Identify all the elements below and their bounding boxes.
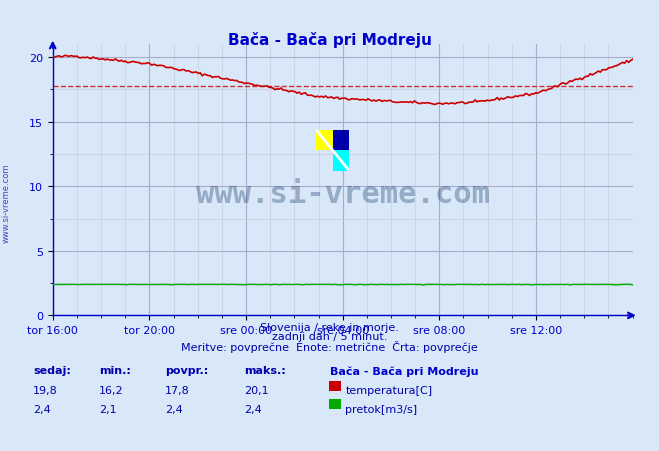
Bar xyxy=(333,131,349,151)
Text: min.:: min.: xyxy=(99,365,130,375)
Text: 2,4: 2,4 xyxy=(33,404,51,414)
Bar xyxy=(316,131,333,151)
Text: pretok[m3/s]: pretok[m3/s] xyxy=(345,404,417,414)
Text: www.si-vreme.com: www.si-vreme.com xyxy=(2,163,11,243)
Text: 2,1: 2,1 xyxy=(99,404,117,414)
Text: Meritve: povprečne  Enote: metrične  Črta: povprečje: Meritve: povprečne Enote: metrične Črta:… xyxy=(181,341,478,353)
Text: Bača - Bača pri Modreju: Bača - Bača pri Modreju xyxy=(227,32,432,47)
Bar xyxy=(333,151,349,171)
Text: temperatura[C]: temperatura[C] xyxy=(345,386,432,396)
Text: www.si-vreme.com: www.si-vreme.com xyxy=(196,179,490,208)
Text: 17,8: 17,8 xyxy=(165,386,190,396)
Text: maks.:: maks.: xyxy=(244,365,285,375)
Text: sedaj:: sedaj: xyxy=(33,365,71,375)
Text: Bača - Bača pri Modreju: Bača - Bača pri Modreju xyxy=(330,365,478,376)
Text: 20,1: 20,1 xyxy=(244,386,268,396)
Text: 16,2: 16,2 xyxy=(99,386,123,396)
Text: 2,4: 2,4 xyxy=(244,404,262,414)
Text: povpr.:: povpr.: xyxy=(165,365,208,375)
Text: Slovenija / reke in morje.: Slovenija / reke in morje. xyxy=(260,322,399,332)
Text: zadnji dan / 5 minut.: zadnji dan / 5 minut. xyxy=(272,331,387,341)
Text: 2,4: 2,4 xyxy=(165,404,183,414)
Text: 19,8: 19,8 xyxy=(33,386,58,396)
